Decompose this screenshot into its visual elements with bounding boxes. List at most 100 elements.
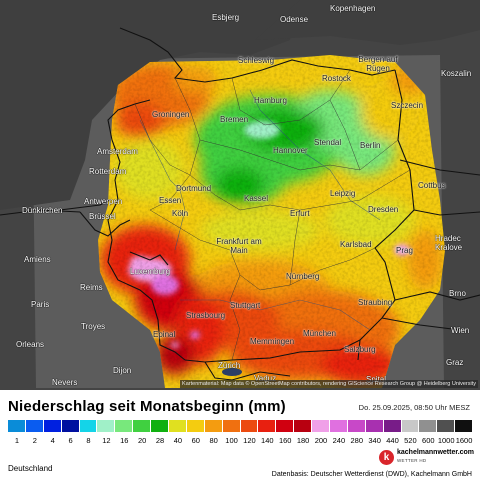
region-label: Deutschland <box>8 464 53 473</box>
city-label: Prag <box>396 246 413 255</box>
city-label: Esbjerg <box>212 13 240 22</box>
city-label: Epinal <box>153 330 176 339</box>
city-label: Wien <box>451 326 470 335</box>
city-label: Dortmund <box>176 184 212 193</box>
city-label: Groningen <box>152 110 190 119</box>
city-label: Troyes <box>81 322 106 331</box>
color-swatch <box>240 420 259 432</box>
color-scale-tick-label: 60 <box>191 436 200 445</box>
color-swatch <box>133 420 152 432</box>
color-swatch <box>222 420 241 432</box>
color-swatch <box>365 420 384 432</box>
city-label: Dijon <box>113 366 132 375</box>
brand-subtitle: WETTER HD <box>397 458 427 463</box>
map-attribution: Kartenmaterial: Map data © OpenStreetMap… <box>180 380 478 388</box>
color-scale-tick-label: 440 <box>386 436 399 445</box>
city-label: Brno <box>449 289 466 298</box>
city-label: Berlin <box>360 141 381 150</box>
city-label: Szczecin <box>391 101 424 110</box>
color-swatch <box>276 420 295 432</box>
city-label: Rostock <box>322 74 351 83</box>
city-label: Schleswig <box>238 56 275 65</box>
map-canvas <box>0 27 480 388</box>
city-label: Luxemburg <box>130 267 171 276</box>
color-scale-tick-label: 40 <box>173 436 183 445</box>
color-swatch <box>330 420 348 432</box>
city-label: Koszalin <box>441 69 472 78</box>
city-label: Dünkirchen <box>22 206 63 215</box>
color-scale-tick-label: 200 <box>314 436 328 445</box>
rivers <box>139 89 381 331</box>
legend-date: Do. 25.09.2025, 08:50 Uhr MESZ <box>358 403 470 412</box>
color-scale-tick-label: 340 <box>368 436 381 445</box>
data-source: Datenbasis: Deutscher Wetterdienst (DWD)… <box>271 471 472 478</box>
city-label: Frankfurt am Main <box>216 237 262 255</box>
city-label: Paris <box>31 300 50 309</box>
city-label: Graz <box>446 358 464 367</box>
color-scale-tick-label: 600 <box>422 436 435 445</box>
color-scale-tick-label: 28 <box>155 436 165 445</box>
color-swatch <box>61 420 80 432</box>
color-scale-tick-label: 160 <box>278 436 292 445</box>
color-swatch <box>115 420 134 432</box>
state-borders <box>134 69 411 361</box>
city-label: Karlsbad <box>340 240 372 249</box>
city-label: Nürnberg <box>286 272 320 281</box>
city-label: Kassel <box>244 194 269 203</box>
color-scale-tick-label: 120 <box>243 436 256 445</box>
city-label: Straubing <box>358 298 393 307</box>
color-swatch <box>79 420 98 432</box>
city-label: Essen <box>159 196 182 205</box>
color-scale-tick-label: 100 <box>225 436 238 445</box>
color-swatch <box>383 420 402 432</box>
color-swatch <box>169 420 187 432</box>
color-scale-tick-label: 520 <box>404 436 417 445</box>
color-scale-tick-label: 180 <box>296 436 310 445</box>
city-label: Kopenhagen <box>330 4 376 13</box>
color-swatch <box>186 420 205 432</box>
color-scale-tick-label: 2 <box>32 436 37 445</box>
city-label: Rotterdam <box>89 167 127 176</box>
city-label: Spital <box>366 375 386 384</box>
color-swatch <box>437 420 456 432</box>
city-label: Vaduz <box>254 374 277 383</box>
city-label: Memmingen <box>250 337 295 346</box>
city-label: Strasbourg <box>186 311 226 320</box>
city-label: München <box>303 329 336 338</box>
color-swatch <box>455 420 474 432</box>
color-scale-tick-label: 280 <box>350 436 364 445</box>
city-label: Brüssel <box>89 212 116 221</box>
lake-constance <box>222 368 242 376</box>
city-label: Hradec Kralove <box>435 234 463 252</box>
color-scale-tick-label: 240 <box>332 436 346 445</box>
color-scale-tick-label: 6 <box>68 436 73 445</box>
city-label: Hannover <box>273 146 308 155</box>
color-scale-tick-label: 8 <box>86 436 91 445</box>
city-label: Erfurt <box>290 209 310 218</box>
color-scale-tick-label: 80 <box>209 436 218 445</box>
brand-logo[interactable]: k kachelmannwetter.com WETTER HD <box>379 449 474 469</box>
color-swatch <box>204 420 223 432</box>
color-swatch <box>258 420 277 432</box>
precipitation-map[interactable]: Esbjerg Odense Kopenhagen Schleswig Berg… <box>0 0 480 390</box>
legend-panel: Niederschlag seit Monatsbeginn (mm) Do. … <box>0 390 480 480</box>
brand-icon: k <box>379 450 394 465</box>
city-label: Bremen <box>220 115 249 124</box>
color-scale-tick-label: 16 <box>120 436 129 445</box>
color-swatch <box>294 420 313 432</box>
city-label: Zürich <box>218 361 241 370</box>
city-label: Nevers <box>52 378 78 387</box>
color-swatch <box>43 420 62 432</box>
city-label: Stuttgart <box>230 301 261 310</box>
color-scale-ticks: 1 2 4 6 8 12 16 20 28 40 60 80 100 120 140 160 180 200 240… <box>8 436 473 446</box>
color-scale-tick-label: 4 <box>50 436 55 445</box>
color-swatch <box>312 420 331 432</box>
color-swatch <box>347 420 366 432</box>
color-scale-tick-label: 140 <box>261 436 274 445</box>
city-label: Leipzig <box>330 189 356 198</box>
color-swatch <box>25 420 44 432</box>
city-label: Reims <box>80 283 103 292</box>
color-scale-tick-label: 1600 <box>455 436 473 445</box>
city-label: Dresden <box>368 205 399 214</box>
color-swatch <box>419 420 438 432</box>
